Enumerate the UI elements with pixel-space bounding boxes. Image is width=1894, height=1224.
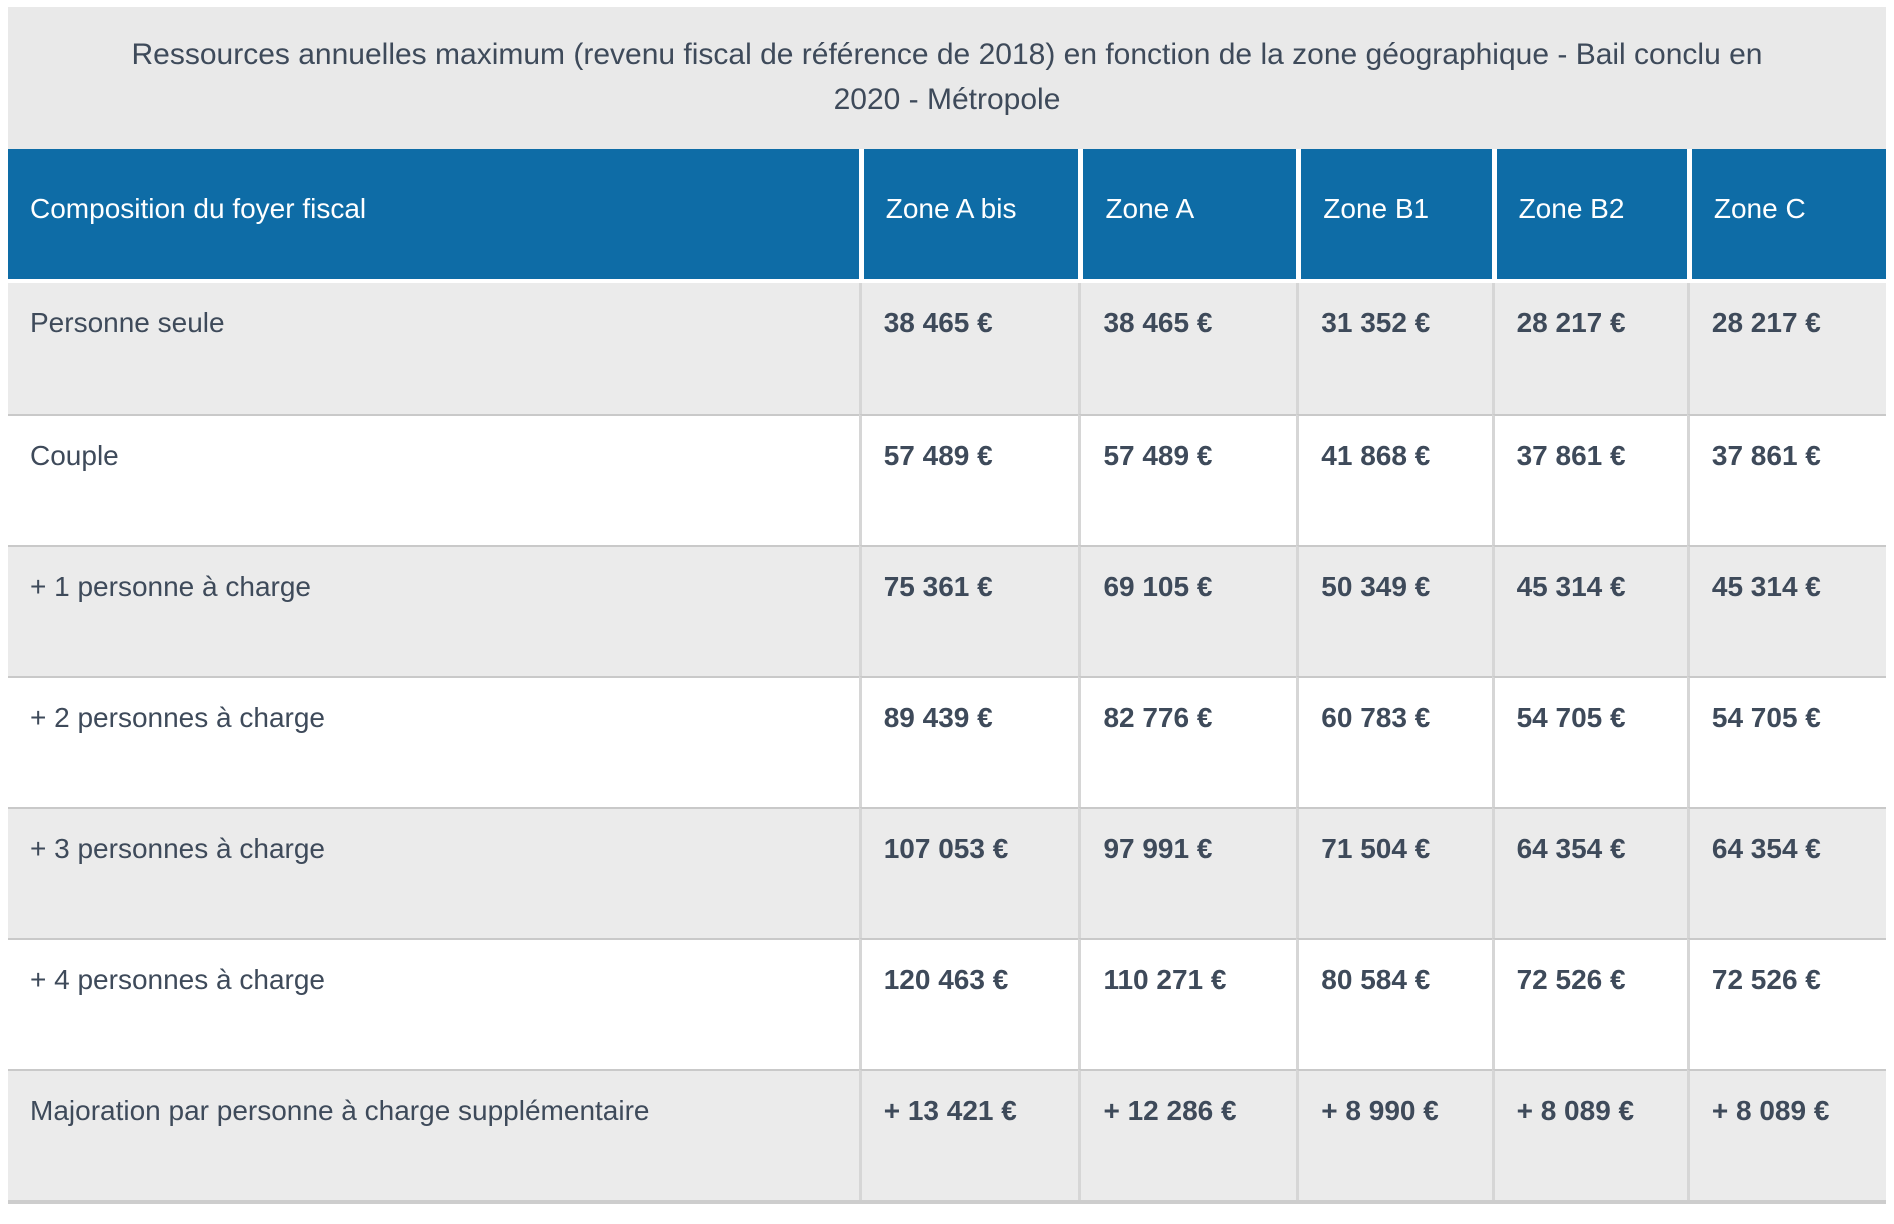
row-label-cell: Personne seule [8, 283, 859, 414]
value-cell: 97 991 € [1078, 807, 1297, 938]
value-cell: 45 314 € [1686, 545, 1886, 676]
table-row: Couple 57 489 €57 489 €41 868 €37 861 €37… [8, 414, 1886, 545]
value-cell: 41 868 € [1296, 414, 1492, 545]
row-label-cell: Majoration par personne à charge supplém… [8, 1069, 859, 1200]
value-cell: + 8 089 € [1686, 1069, 1886, 1200]
header-row: Composition du foyer fiscal Zone A bis Z… [8, 149, 1886, 283]
value-cell: 110 271 € [1078, 938, 1297, 1069]
table-row: Personne seule 38 465 €38 465 €31 352 €28… [8, 283, 1886, 414]
value-cell: 120 463 € [858, 938, 1079, 1069]
table-row: + 2 personnes à charge 89 439 €82 776 €60… [8, 676, 1886, 807]
row-label-cell: Couple [8, 414, 859, 545]
value-cell: 75 361 € [858, 545, 1079, 676]
value-cell: 64 354 € [1686, 807, 1886, 938]
value-cell: 31 352 € [1296, 283, 1492, 414]
table-row: + 4 personnes à charge 120 463 €110 271 €… [8, 938, 1886, 1069]
column-header-composition: Composition du foyer fiscal [8, 149, 859, 283]
value-cell: 54 705 € [1686, 676, 1886, 807]
value-cell: + 12 286 € [1078, 1069, 1297, 1200]
row-label-cell: + 1 personne à charge [8, 545, 859, 676]
table-body: Personne seule 38 465 €38 465 €31 352 €28… [8, 283, 1886, 1200]
value-cell: 57 489 € [1078, 414, 1297, 545]
value-cell: 80 584 € [1296, 938, 1492, 1069]
row-label-cell: + 2 personnes à charge [8, 676, 859, 807]
value-cell: 69 105 € [1078, 545, 1297, 676]
value-cell: 71 504 € [1296, 807, 1492, 938]
value-cell: 37 861 € [1686, 414, 1886, 545]
resources-table: Composition du foyer fiscal Zone A bis Z… [8, 149, 1886, 1204]
value-cell: 60 783 € [1296, 676, 1492, 807]
value-cell: 50 349 € [1296, 545, 1492, 676]
table-header: Composition du foyer fiscal Zone A bis Z… [8, 149, 1886, 283]
value-cell: 38 465 € [858, 283, 1079, 414]
table-row: + 3 personnes à charge 107 053 €97 991 €7… [8, 807, 1886, 938]
value-cell: 37 861 € [1491, 414, 1687, 545]
table-title: Ressources annuelles maximum (revenu fis… [131, 38, 1763, 116]
value-cell: 72 526 € [1491, 938, 1687, 1069]
value-cell: 72 526 € [1686, 938, 1886, 1069]
value-cell: + 8 990 € [1296, 1069, 1492, 1200]
table-row: Majoration par personne à charge supplém… [8, 1069, 1886, 1200]
column-header-zone-a-bis: Zone A bis [858, 149, 1079, 283]
table-title-banner: Ressources annuelles maximum (revenu fis… [8, 7, 1886, 149]
value-cell: 28 217 € [1686, 283, 1886, 414]
value-cell: 107 053 € [858, 807, 1079, 938]
value-cell: 38 465 € [1078, 283, 1297, 414]
column-header-zone-b2: Zone B2 [1491, 149, 1687, 283]
column-header-zone-b1: Zone B1 [1296, 149, 1492, 283]
value-cell: + 13 421 € [858, 1069, 1079, 1200]
row-label-cell: + 4 personnes à charge [8, 938, 859, 1069]
value-cell: + 8 089 € [1491, 1069, 1687, 1200]
value-cell: 82 776 € [1078, 676, 1297, 807]
value-cell: 57 489 € [858, 414, 1079, 545]
value-cell: 28 217 € [1491, 283, 1687, 414]
column-header-zone-c: Zone C [1686, 149, 1886, 283]
value-cell: 64 354 € [1491, 807, 1687, 938]
value-cell: 54 705 € [1491, 676, 1687, 807]
row-label-cell: + 3 personnes à charge [8, 807, 859, 938]
value-cell: 45 314 € [1491, 545, 1687, 676]
value-cell: 89 439 € [858, 676, 1079, 807]
table-row: + 1 personne à charge 75 361 €69 105 €50 … [8, 545, 1886, 676]
column-header-zone-a: Zone A [1078, 149, 1297, 283]
